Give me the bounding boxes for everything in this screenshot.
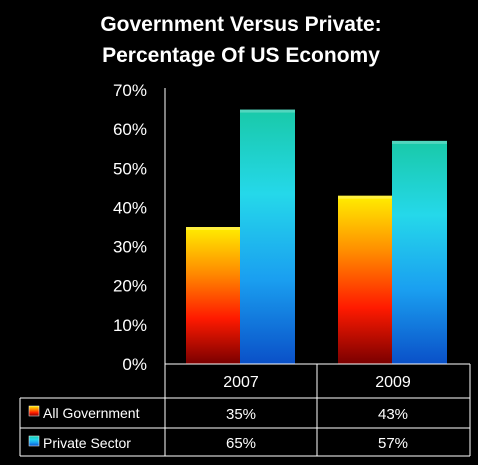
chart-title-line-1: Government Versus Private: — [100, 13, 381, 36]
bar-all-government-2009 — [338, 195, 393, 364]
legend-key-all-government — [28, 405, 40, 417]
y-tick-label: 60% — [113, 120, 147, 139]
legend-label-private-sector: Private Sector — [43, 435, 131, 451]
y-tick-label: 70% — [113, 81, 147, 100]
table-cell-private-2007: 65% — [226, 435, 256, 452]
y-tick-label: 0% — [122, 355, 147, 374]
category-label-2007: 2007 — [223, 374, 259, 391]
data-table: 2007 2009 All Government Private Sector … — [19, 363, 471, 457]
y-axis-ticks: 0% 10% 20% 30% 40% 50% 60% 70% — [113, 81, 147, 374]
y-tick-label: 10% — [113, 316, 147, 335]
bar-all-government-2007 — [186, 227, 241, 364]
bar-top-highlight — [240, 109, 295, 113]
bar-top-highlight — [392, 140, 447, 144]
chart-title-line-2: Percentage Of US Economy — [102, 44, 380, 67]
category-label-2009: 2009 — [375, 374, 411, 391]
table-cell-gov-2007: 35% — [226, 406, 256, 423]
legend-label-all-government: All Government — [43, 405, 140, 421]
y-tick-label: 30% — [113, 238, 147, 257]
legend-key-private-sector — [28, 435, 40, 447]
table-cell-private-2009: 57% — [378, 435, 408, 452]
bars — [186, 109, 447, 364]
table-cell-gov-2009: 43% — [378, 406, 408, 423]
bar-private-sector-2007 — [240, 109, 295, 364]
y-tick-label: 40% — [113, 198, 147, 217]
y-tick-label: 20% — [113, 277, 147, 296]
bar-top-highlight — [338, 195, 393, 199]
y-tick-label: 50% — [113, 159, 147, 178]
bar-top-highlight — [186, 227, 241, 230]
bar-private-sector-2009 — [392, 140, 447, 364]
